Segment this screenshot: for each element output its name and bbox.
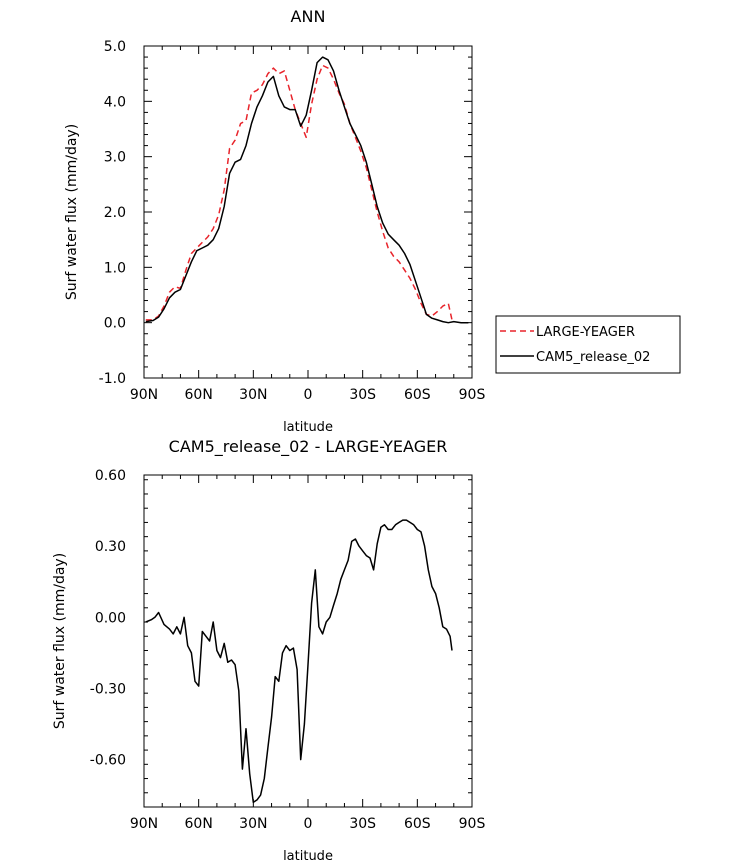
x-axis-label: latitude xyxy=(283,849,333,864)
x-tick-label: 90N xyxy=(130,387,158,403)
x-tick-label: 60N xyxy=(185,816,213,832)
x-tick-label: 0 xyxy=(304,387,313,403)
y-tick-label: 3.0 xyxy=(104,150,126,166)
panel-title: ANN xyxy=(291,7,326,26)
x-tick-label: 30S xyxy=(349,816,376,832)
y-tick-label: 0.30 xyxy=(95,539,126,555)
y-tick-label: -0.30 xyxy=(90,681,126,697)
x-tick-label: 30S xyxy=(349,387,376,403)
y-tick-label: 1.0 xyxy=(104,260,126,276)
y-axis-label: Surf water flux (mm/day) xyxy=(52,553,68,729)
x-axis-label: latitude xyxy=(283,420,333,435)
x-tick-label: 60S xyxy=(404,816,431,832)
y-tick-label: -0.60 xyxy=(90,753,126,769)
y-axis-label: Surf water flux (mm/day) xyxy=(64,124,80,300)
plot-frame xyxy=(143,474,473,808)
panel-title: CAM5_release_02 - LARGE-YEAGER xyxy=(169,437,448,457)
series-line-cam5-release-02-large-yeager xyxy=(145,519,453,804)
y-tick-label: 2.0 xyxy=(104,205,126,221)
plot-frame xyxy=(143,45,473,379)
x-tick-label: 0 xyxy=(304,816,313,832)
legend-label-cam5: CAM5_release_02 xyxy=(536,350,650,365)
x-tick-label: 60S xyxy=(404,387,431,403)
y-tick-label: 0.00 xyxy=(95,610,126,626)
panel-difference: CAM5_release_02 - LARGE-YEAGER 90N 60N 30N… xyxy=(52,437,485,864)
legend-label-large-yeager: LARGE-YEAGER xyxy=(536,325,635,340)
series-line-large-yeager xyxy=(145,64,453,321)
panel-annual-mean: ANN 90N 60N 30N 0 30S 60S 90S -1.0 0.0 1.0 2.0 3.0 4… xyxy=(64,7,681,435)
x-tick-label: 30N xyxy=(239,387,267,403)
legend: LARGE-YEAGER CAM5_release_02 xyxy=(495,315,681,374)
y-tick-label: 0.0 xyxy=(104,316,126,332)
y-tick-label: 4.0 xyxy=(104,94,126,110)
y-tick-label: 5.0 xyxy=(104,39,126,55)
y-tick-label: 0.60 xyxy=(95,468,126,484)
x-tick-label: 60N xyxy=(185,387,213,403)
x-tick-label: 90N xyxy=(130,816,158,832)
x-tick-label: 30N xyxy=(239,816,267,832)
x-tick-label: 90S xyxy=(459,816,486,832)
legend-box xyxy=(495,315,681,374)
series-line-cam5-release-02 xyxy=(145,56,469,324)
y-tick-label: -1.0 xyxy=(99,371,126,387)
x-tick-label: 90S xyxy=(459,387,486,403)
